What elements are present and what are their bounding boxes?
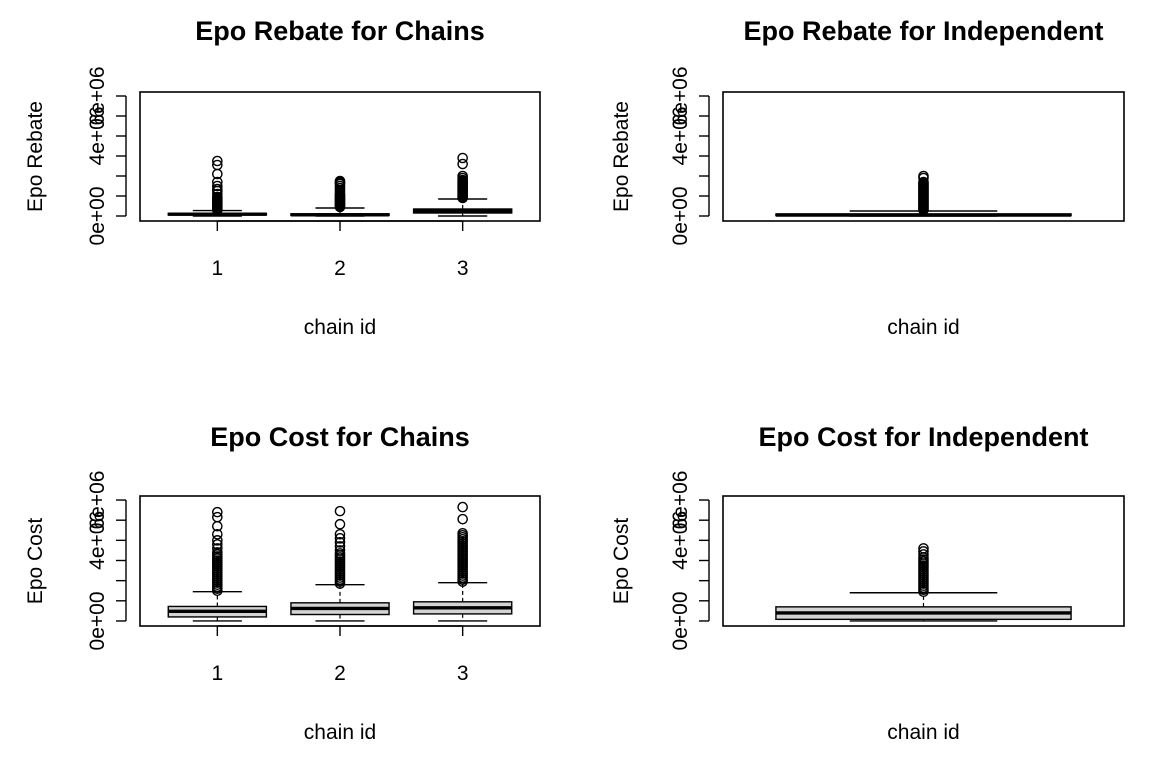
outlier-point	[212, 543, 223, 554]
x-axis-title: chain id	[887, 721, 959, 744]
outlier-point	[212, 180, 223, 192]
box-1: 1	[167, 155, 268, 280]
outlier-point	[457, 152, 468, 164]
y-tick-label: 4e+06	[669, 107, 692, 166]
box-1	[775, 170, 1072, 217]
outlier-point	[918, 543, 929, 554]
outlier-point	[212, 528, 223, 540]
y-tick-label: 4e+06	[669, 511, 692, 570]
outlier-point	[212, 191, 223, 203]
y-tick-label: 6e+06	[86, 67, 109, 126]
outlier-point	[212, 535, 223, 546]
outlier-point	[212, 547, 223, 558]
box-1: 1	[167, 506, 268, 685]
box-2: 2	[290, 175, 390, 280]
outlier-point	[212, 511, 223, 523]
plot-frame	[722, 91, 1125, 222]
box-3: 3	[412, 152, 513, 280]
x-tick-label: 3	[457, 662, 469, 685]
outlier-point	[918, 549, 929, 560]
outlier-point	[918, 546, 929, 557]
outlier-point	[334, 548, 346, 559]
outlier-point	[212, 183, 223, 195]
outlier-point	[457, 158, 468, 170]
outlier-point	[212, 176, 223, 188]
outlier-point	[334, 545, 346, 556]
x-tick-label: 2	[334, 662, 346, 685]
outlier-point	[212, 155, 223, 167]
outlier-point	[457, 513, 468, 525]
box-3: 3	[412, 501, 513, 685]
chart-title: Epo Rebate for Chains	[195, 16, 485, 46]
outlier-point	[212, 188, 223, 200]
outlier-point	[334, 528, 346, 540]
x-axis-title: chain id	[887, 316, 959, 339]
y-tick-label: 0e+00	[669, 187, 692, 246]
plot-frame	[722, 495, 1125, 627]
outlier-point	[212, 539, 223, 550]
chart-title: Epo Cost for Chains	[210, 422, 470, 452]
y-tick-label: 6e+06	[669, 471, 692, 530]
panel-2: Epo Rebate for Independent 0e+00 4e+066e+0…	[610, 16, 1125, 339]
y-axis-title: Epo Rebate	[24, 101, 47, 212]
x-tick-label: 3	[457, 257, 469, 280]
y-tick-label: 4e+06	[86, 107, 109, 166]
y-axis-title: Epo Rebate	[610, 101, 633, 212]
x-tick-label: 2	[334, 257, 346, 280]
box-2: 2	[290, 505, 390, 685]
outlier-point	[334, 533, 346, 544]
x-axis-title: chain id	[304, 316, 376, 339]
outlier-point	[212, 159, 223, 171]
y-tick-label: 6e+06	[86, 471, 109, 530]
outlier-point	[457, 527, 468, 539]
outlier-point	[334, 541, 346, 552]
y-tick-label: 4e+06	[86, 511, 109, 570]
x-axis-title: chain id	[304, 721, 376, 744]
outlier-point	[918, 170, 929, 182]
y-tick-label: 0e+00	[86, 591, 109, 650]
y-tick-label: 0e+00	[86, 187, 109, 246]
y-axis-title: Epo Cost	[610, 518, 633, 605]
outlier-point	[334, 505, 346, 517]
box-1	[775, 543, 1072, 622]
y-tick-label: 0e+00	[669, 591, 692, 650]
outlier-point	[334, 518, 346, 530]
outlier-point	[334, 537, 346, 548]
outlier-point	[457, 501, 468, 513]
y-axis-title: Epo Cost	[24, 518, 47, 605]
x-tick-label: 1	[211, 257, 223, 280]
outlier-point	[918, 176, 929, 188]
y-tick-label: 6e+06	[669, 67, 692, 126]
x-tick-label: 1	[211, 662, 223, 685]
chart-title: Epo Rebate for Independent	[743, 16, 1103, 46]
outlier-point	[334, 175, 346, 187]
outlier-point	[212, 506, 223, 518]
chart-title: Epo Cost for Independent	[759, 422, 1089, 452]
outlier-point	[457, 170, 468, 182]
